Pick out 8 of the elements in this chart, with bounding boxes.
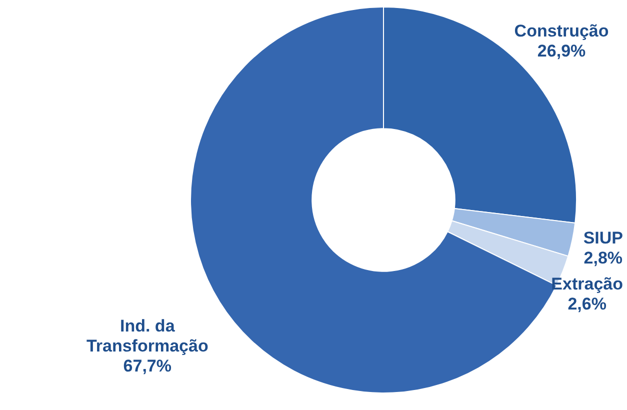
slice-label: Construção	[514, 22, 609, 41]
data-label: 26,9%	[537, 42, 586, 61]
data-label: 67,7%	[123, 356, 172, 376]
slice-label: SIUP	[583, 228, 624, 248]
data-label: 2,8%	[584, 248, 623, 268]
data-label: 2,6%	[568, 294, 606, 314]
slice-label: Extração	[551, 274, 624, 294]
slice-label: Ind. da Transformação	[86, 316, 208, 356]
